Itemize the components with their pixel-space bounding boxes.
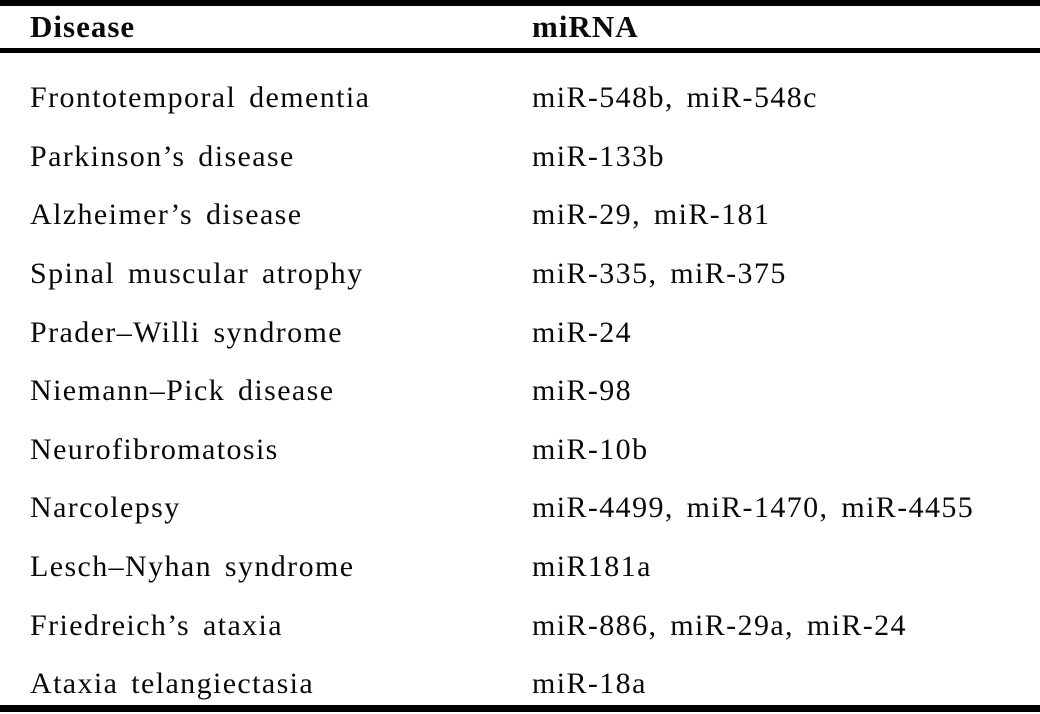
table-top-rule xyxy=(0,0,1040,6)
table-row: Friedreich’s ataxia miR-886, miR-29a, mi… xyxy=(0,596,1040,655)
table-header-rule xyxy=(0,48,1040,53)
table-body: Frontotemporal dementia miR-548b, miR-54… xyxy=(0,53,1040,706)
disease-cell: Parkinson’s disease xyxy=(30,139,295,173)
table-row: Prader–Willi syndrome miR-24 xyxy=(0,303,1040,362)
disease-cell: Ataxia telangiectasia xyxy=(30,667,315,701)
mirna-cell: miR-886, miR-29a, miR-24 xyxy=(532,608,907,642)
table-row: Alzheimer’s disease miR-29, miR-181 xyxy=(0,186,1040,245)
mirna-cell: miR181a xyxy=(532,550,652,584)
mirna-cell: miR-24 xyxy=(532,315,633,349)
mirna-cell: miR-18a xyxy=(532,667,647,701)
disease-cell: Spinal muscular atrophy xyxy=(30,257,364,291)
table-row: Niemann–Pick disease miR-98 xyxy=(0,362,1040,421)
mirna-cell: miR-133b xyxy=(532,139,665,173)
table-row: Narcolepsy miR-4499, miR-1470, miR-4455 xyxy=(0,479,1040,538)
disease-cell: Lesch–Nyhan syndrome xyxy=(30,550,355,584)
table-row: Lesch–Nyhan syndrome miR181a xyxy=(0,538,1040,597)
mirna-cell: miR-4499, miR-1470, miR-4455 xyxy=(532,491,975,525)
mirna-cell: miR-29, miR-181 xyxy=(532,198,771,232)
mirna-cell: miR-98 xyxy=(532,374,633,408)
table-row: Parkinson’s disease miR-133b xyxy=(0,128,1040,187)
disease-cell: Frontotemporal dementia xyxy=(30,81,371,115)
disease-cell: Narcolepsy xyxy=(30,491,181,525)
column-header-mirna: miRNA xyxy=(532,9,639,44)
table-bottom-rule xyxy=(0,705,1040,712)
mirna-cell: miR-10b xyxy=(532,432,649,466)
mirna-cell: miR-548b, miR-548c xyxy=(532,81,818,115)
table-row: Frontotemporal dementia miR-548b, miR-54… xyxy=(0,69,1040,128)
table-row: Spinal muscular atrophy miR-335, miR-375 xyxy=(0,245,1040,304)
table-row: Ataxia telangiectasia miR-18a xyxy=(0,655,1040,714)
table-header-row: Disease miRNA xyxy=(0,6,1040,48)
disease-cell: Prader–Willi syndrome xyxy=(30,315,343,349)
disease-cell: Neurofibromatosis xyxy=(30,432,279,466)
disease-cell: Niemann–Pick disease xyxy=(30,374,335,408)
table-row: Neurofibromatosis miR-10b xyxy=(0,421,1040,480)
disease-cell: Friedreich’s ataxia xyxy=(30,608,284,642)
disease-cell: Alzheimer’s disease xyxy=(30,198,303,232)
mirna-cell: miR-335, miR-375 xyxy=(532,257,787,291)
column-header-disease: Disease xyxy=(30,9,136,44)
